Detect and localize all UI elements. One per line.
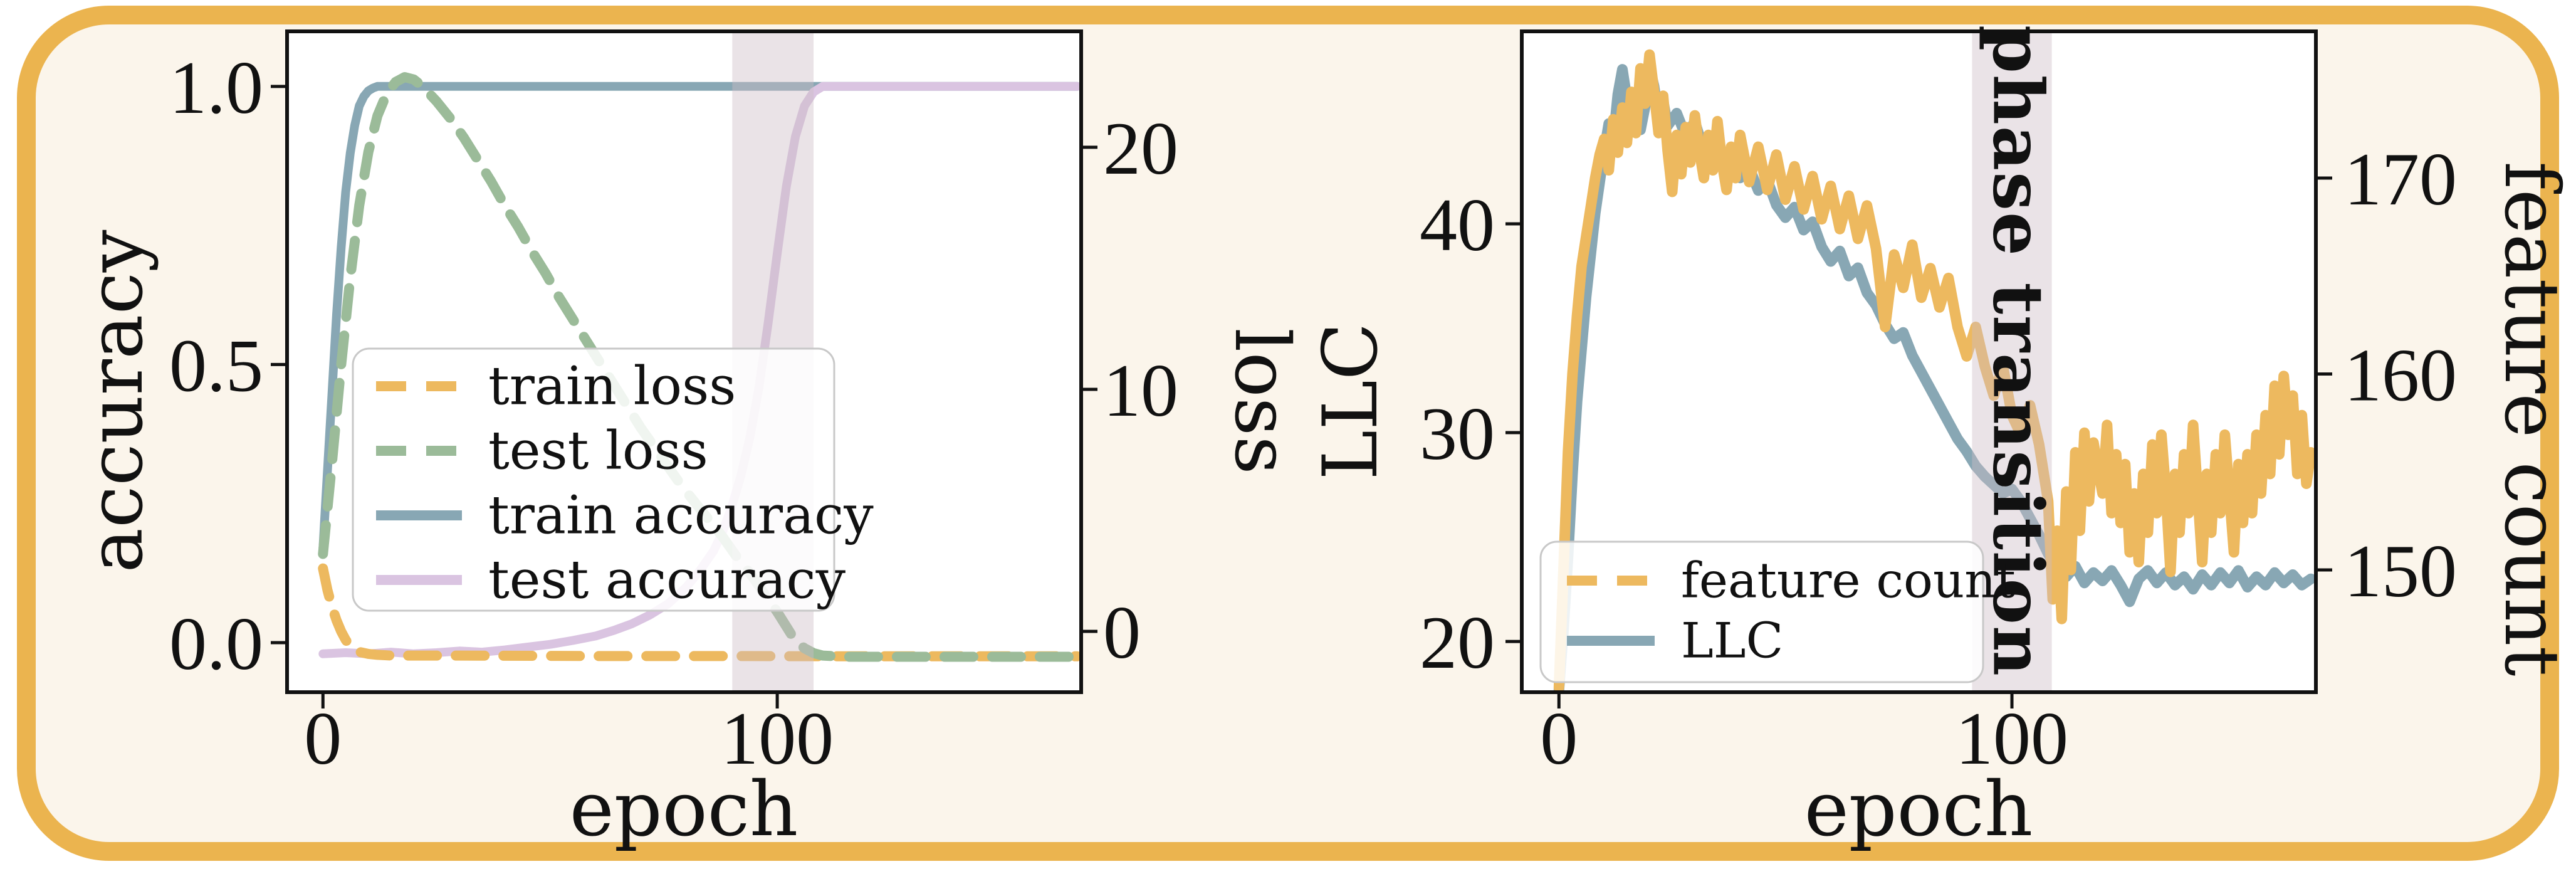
legend-label-test-accuracy: test accuracy [488,549,846,611]
plot-llc-featurecount-plot: phase transition 0 100 20 30 40 150 160 170 epoch… [1307,25,2575,853]
series-feature-count [1553,49,2317,693]
series-group [1553,49,2317,693]
phase-transition-label: phase transition [1977,25,2058,677]
legend-box [1539,540,1984,683]
axes-spines [1520,29,2318,694]
x-tick-label: 100 [721,697,834,780]
series-train-loss [318,563,1082,661]
right-tick-label: 170 [2344,137,2457,221]
left-tick-label: 0.5 [169,324,263,407]
series-group [318,72,1082,662]
left-tick-label: 0.0 [169,602,263,685]
legend-box [352,347,835,612]
right-tick-label: 160 [2344,334,2457,417]
left-axis-label: LLC [1307,322,1395,480]
x-tick-label: 0 [1540,697,1578,780]
left-tick-label: 1.0 [169,46,263,129]
right-axis-label: feature count [2488,161,2575,676]
right-tick-label: 10 [1103,349,1178,432]
x-axis-label: epoch [1804,766,2033,853]
right-axis-label: loss [1218,328,1305,475]
left-axis-label: accuracy [73,229,160,572]
x-axis-label: epoch [570,766,798,853]
right-tick-label: 150 [2344,529,2457,613]
left-tick-label: 20 [1420,601,1495,684]
legend-label-train-accuracy: train accuracy [488,485,874,546]
legend-label-train-loss: train loss [488,356,736,417]
left-tick-label: 30 [1420,392,1495,475]
x-tick-label: 100 [1956,697,2068,780]
phase-band [1972,31,2052,692]
right-tick-label: 20 [1103,107,1178,190]
right-tick-label: 0 [1103,591,1141,674]
left-tick-label: 40 [1420,183,1495,266]
legend-label-LLC: LLC [1681,613,1783,670]
plot-accuracy-loss-plot: 0 100 0.0 0.5 1.0 0 10 20 epoch accuracy loss train… [73,29,1305,853]
series-train-accuracy [318,82,1082,553]
legend-label-test-loss: test loss [488,420,708,482]
legend-label-feature-count: feature count [1681,553,2016,609]
x-tick-label: 0 [304,697,342,780]
series-test-loss [318,72,1082,662]
axes-spines [285,29,1083,694]
